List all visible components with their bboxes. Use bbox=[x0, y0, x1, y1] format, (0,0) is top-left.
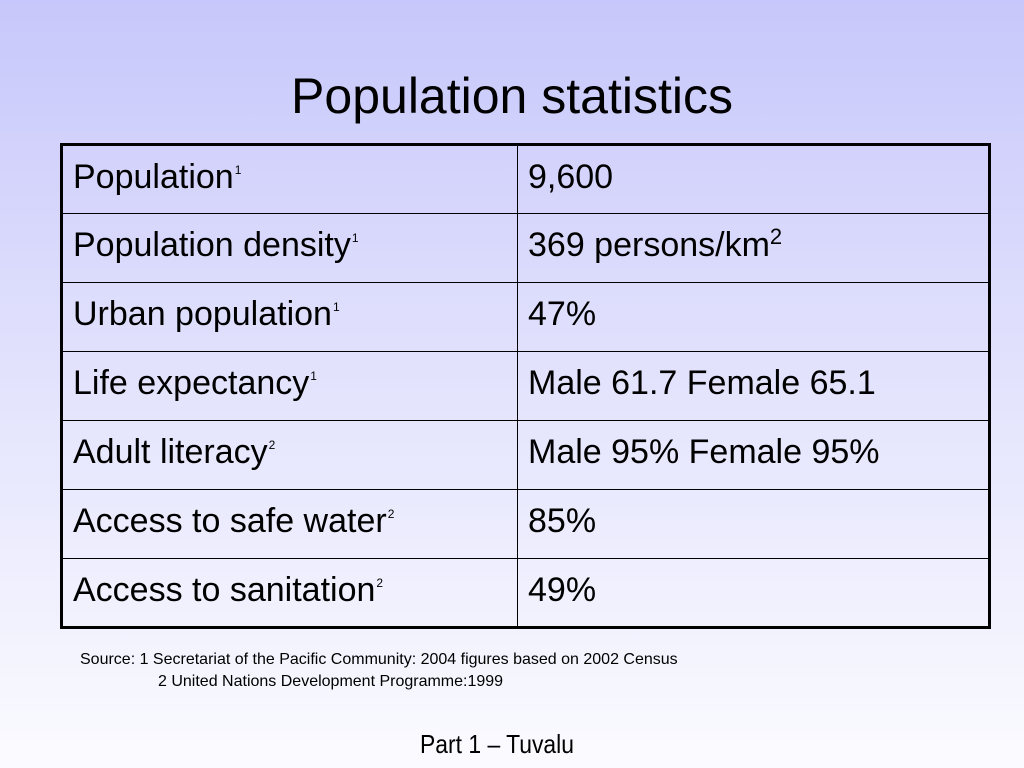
row-label-cell: Urban population1 bbox=[61, 282, 518, 352]
row-value-cell: Male 95% Female 95% bbox=[517, 420, 990, 490]
row-label: Urban population bbox=[73, 295, 332, 333]
table-row: Life expectancy1 Male 61.7 Female 65.1 bbox=[61, 351, 990, 421]
row-label: Access to sanitation bbox=[73, 571, 376, 609]
footnote-marker: 2 bbox=[387, 507, 395, 521]
row-value-cell: 47% bbox=[517, 282, 990, 352]
row-label-cell: Population density1 bbox=[61, 213, 518, 283]
slide-title: Population statistics bbox=[291, 68, 733, 124]
footnote-marker: 2 bbox=[268, 438, 276, 452]
row-value: 9,600 bbox=[528, 158, 614, 196]
row-value-cell: 85% bbox=[517, 489, 990, 559]
source-line-2: 2 United Nations Development Programme:1… bbox=[158, 673, 504, 690]
row-value: 85% bbox=[528, 502, 597, 540]
table-row: Urban population1 47% bbox=[61, 282, 990, 352]
row-value-cell: 9,600 bbox=[517, 144, 990, 214]
source-note: Source: 1 Secretariat of the Pacific Com… bbox=[80, 649, 678, 693]
table-row: Population1 9,600 bbox=[61, 144, 990, 214]
row-value-cell: Male 61.7 Female 65.1 bbox=[517, 351, 990, 421]
table-row: Population density1 369 persons/km2 bbox=[61, 213, 990, 283]
row-value: Male 95% Female 95% bbox=[528, 433, 880, 471]
footnote-marker: 1 bbox=[332, 300, 340, 314]
table-row: Access to sanitation2 49% bbox=[61, 558, 990, 628]
row-value-cell: 49% bbox=[517, 558, 990, 628]
source-line-1: Source: 1 Secretariat of the Pacific Com… bbox=[80, 651, 678, 668]
footnote-marker: 1 bbox=[351, 231, 359, 245]
slide-footer: Part 1 – Tuvalu bbox=[420, 729, 574, 759]
row-label-cell: Access to safe water2 bbox=[61, 489, 518, 559]
row-label-cell: Life expectancy1 bbox=[61, 351, 518, 421]
row-value: 49% bbox=[528, 571, 597, 609]
row-value: Male 61.7 Female 65.1 bbox=[528, 364, 876, 402]
row-value: 369 persons/km bbox=[528, 226, 770, 264]
row-value: 47% bbox=[528, 295, 597, 333]
footnote-marker: 1 bbox=[310, 369, 317, 383]
row-label-cell: Adult literacy2 bbox=[61, 420, 518, 490]
row-label: Population bbox=[73, 158, 234, 196]
row-label: Population density bbox=[73, 226, 351, 264]
unit-superscript: 2 bbox=[769, 224, 783, 249]
table-row: Adult literacy2 Male 95% Female 95% bbox=[61, 420, 990, 490]
row-value-cell: 369 persons/km2 bbox=[517, 213, 990, 283]
row-label: Adult literacy bbox=[73, 433, 268, 471]
row-label: Life expectancy bbox=[73, 364, 310, 402]
footnote-marker: 1 bbox=[234, 163, 242, 177]
footnote-marker: 2 bbox=[376, 576, 384, 590]
row-label-cell: Access to sanitation2 bbox=[61, 558, 518, 628]
table-row: Access to safe water2 85% bbox=[61, 489, 990, 559]
row-label: Access to safe water bbox=[73, 502, 387, 540]
row-label-cell: Population1 bbox=[61, 144, 518, 214]
population-statistics-table: Population1 9,600 Population density1 36… bbox=[60, 143, 991, 629]
